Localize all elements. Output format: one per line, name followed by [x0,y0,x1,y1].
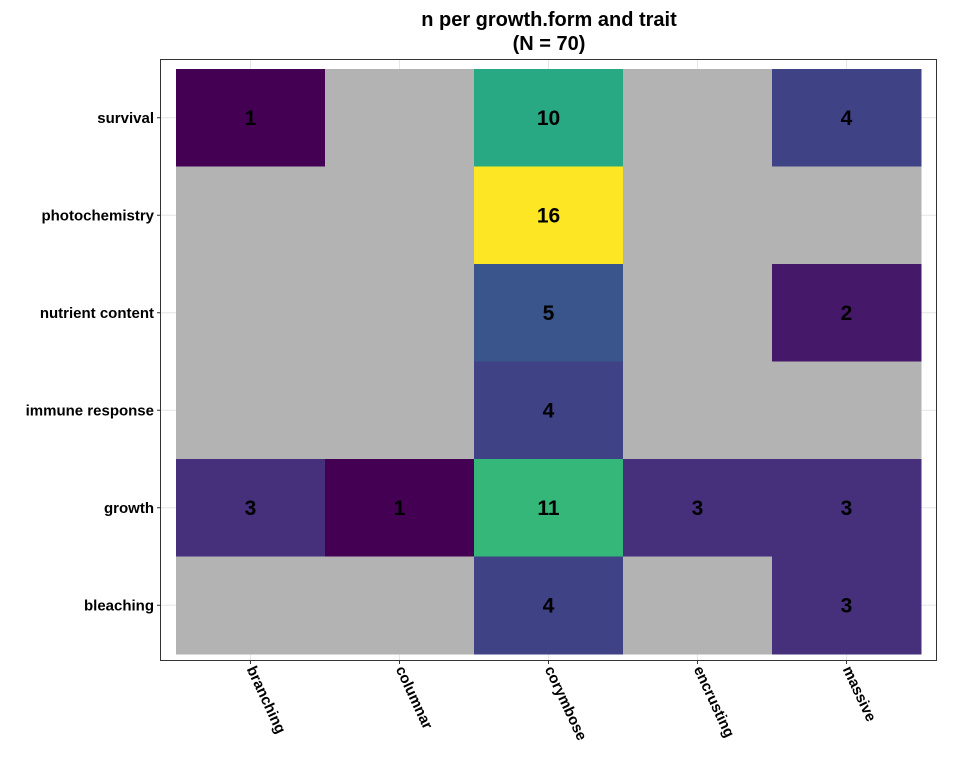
x-axis: branching columnar corymbose encrusting mass… [243,660,879,743]
cell-value-label: 3 [245,497,257,520]
cell-value-label: 11 [537,497,560,520]
heatmap-cell [772,264,922,362]
cell-value-label: 5 [543,302,555,325]
heatmap-cell [176,556,326,655]
cell-value-label: 4 [841,107,853,130]
y-tick-label: photochemistry [41,207,154,224]
cell-value-label: 4 [543,594,555,617]
heatmap-cell [772,556,922,655]
y-tick-label: immune response [26,402,154,419]
cell-value-label: 3 [841,497,853,520]
heatmap-cell [325,556,475,655]
heatmap-cell [623,361,773,460]
y-tick-label: bleaching [84,597,154,614]
cell-value-label: 10 [537,107,560,130]
heatmap-cell [176,459,326,557]
heatmap-cell [325,264,475,362]
chart-subtitle: (N = 70) [513,33,586,55]
x-tick-label: corymbose [541,664,590,744]
heatmap-cell [474,166,624,265]
heatmap-cell [623,69,773,167]
y-axis: survival photochemistry nutrient content im… [26,110,161,614]
heatmap-cell [176,69,326,167]
heatmap-cell [325,166,475,265]
y-tick-label: nutrient content [40,305,154,322]
cell-value-label: 16 [537,204,560,227]
heatmap-cell [474,459,624,557]
heatmap-cell [176,361,326,460]
heatmap-cell [474,361,624,460]
heatmap-cell [623,264,773,362]
heatmap-cell [623,556,773,655]
cell-value-label: 2 [841,302,853,325]
heatmap-cell [474,264,624,362]
heatmap-cell [772,166,922,265]
heatmap-cell [474,556,624,655]
cells-layer [176,69,922,655]
heatmap-cell [623,166,773,265]
heatmap-cell [325,459,475,557]
chart-title: n per growth.form and trait [421,9,677,31]
x-tick-label: encrusting [690,664,738,741]
heatmap-cell [176,264,326,362]
heatmap-cell [623,459,773,557]
heatmap-cell [325,69,475,167]
cell-value-label: 4 [543,399,555,422]
cell-value-label: 3 [841,594,853,617]
x-tick-label: massive [839,664,879,725]
y-tick-label: survival [97,110,154,127]
cell-value-label: 3 [692,497,704,520]
x-tick-label: columnar [392,664,436,733]
cell-value-label: 1 [245,107,257,130]
x-tick-label: branching [243,664,289,737]
heatmap-cell [325,361,475,460]
heatmap-cell [772,361,922,460]
heatmap-cell [772,459,922,557]
heatmap-cell [772,69,922,167]
heatmap-cell [176,166,326,265]
heatmap-cell [474,69,624,167]
cell-value-label: 1 [394,497,406,520]
y-tick-label: growth [104,500,154,517]
